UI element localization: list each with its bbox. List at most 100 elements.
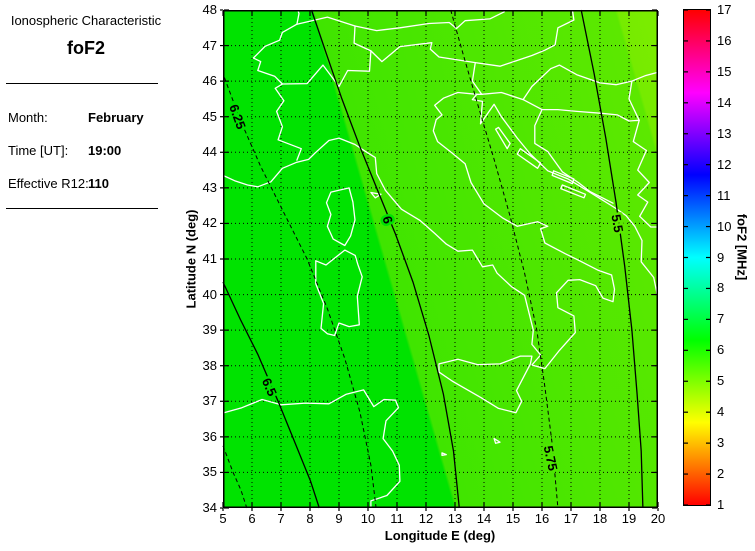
divider-top bbox=[6, 83, 158, 84]
contour-label-5.75: 5.75 bbox=[541, 444, 561, 472]
y-tick-label: 44 bbox=[202, 144, 217, 160]
time-label: Time [UT]: bbox=[8, 143, 69, 158]
x-tick-label: 11 bbox=[390, 511, 404, 526]
x-tick-label: 18 bbox=[592, 511, 608, 526]
coastline-croatian-island-brac bbox=[551, 170, 575, 185]
coastline-lampedusa bbox=[441, 452, 447, 457]
divider-bottom bbox=[6, 208, 158, 209]
contour-label-6.5: 6.5 bbox=[259, 376, 280, 399]
x-tick-label: 19 bbox=[621, 511, 637, 526]
coastline-corsica bbox=[325, 187, 356, 247]
contour-5.75 bbox=[450, 9, 559, 509]
y-tick-label: 40 bbox=[202, 286, 217, 302]
x-tick-label: 9 bbox=[335, 511, 343, 526]
field-time: Time [UT]: 19:00 bbox=[8, 143, 186, 159]
y-tick-label: 46 bbox=[202, 73, 217, 89]
colorbar-tick-label: 11 bbox=[717, 187, 731, 203]
x-tick-label: 17 bbox=[563, 511, 579, 526]
coastline-croatia-bosnia-sava-border bbox=[522, 98, 648, 152]
map-plot-area: 6.5 6.25 6 5.75 5.5 bbox=[220, 9, 659, 513]
field-month: Month: February bbox=[8, 110, 186, 126]
colorbar-tick-label: 12 bbox=[717, 156, 732, 172]
y-tick-label: 43 bbox=[202, 179, 217, 195]
x-axis-title: Longitude E (deg) bbox=[384, 528, 496, 543]
coastline-croatian-island-dugi bbox=[516, 148, 542, 169]
x-tick-label: 10 bbox=[360, 511, 376, 526]
info-panel: Ionospheric Characteristic foF2 Month: F… bbox=[0, 0, 190, 551]
y-tick-label: 47 bbox=[202, 37, 217, 53]
colorbar-tick-label: 14 bbox=[717, 94, 732, 110]
coastline-france-italy-border bbox=[274, 83, 302, 161]
coastline-elba bbox=[370, 191, 382, 199]
contour-label-5.5: 5.5 bbox=[608, 213, 626, 233]
y-tick-label: 41 bbox=[202, 251, 217, 266]
colorbar-tick-label: 4 bbox=[717, 404, 725, 420]
x-tick-label: 7 bbox=[277, 511, 285, 526]
y-tick-label: 35 bbox=[202, 464, 217, 480]
coastline-sicily bbox=[438, 355, 533, 414]
colorbar-tick-label: 17 bbox=[717, 2, 732, 17]
coastline-sardinia bbox=[315, 249, 363, 337]
colorbar-tick-label: 2 bbox=[717, 466, 725, 482]
month-value: February bbox=[88, 110, 144, 125]
coastline-croatian-island-cres bbox=[494, 126, 511, 150]
y-tick-label: 38 bbox=[202, 357, 217, 373]
coastline-croatian-island-korcula bbox=[560, 184, 587, 199]
colorbar bbox=[683, 9, 711, 506]
coastline-slovenia-croatia-hungary-border bbox=[481, 64, 659, 101]
x-tick-label: 15 bbox=[505, 511, 521, 526]
coastline-croatia-serbia-border bbox=[628, 80, 640, 121]
colorbar-tick-label: 8 bbox=[717, 280, 725, 296]
colorbar-title: foF2 [MHz] bbox=[734, 213, 750, 281]
coastline-switzerland-italy-border bbox=[281, 50, 372, 88]
contour-6 bbox=[310, 9, 460, 509]
coastline-albania-border bbox=[639, 215, 659, 228]
colorbar-tick-label: 16 bbox=[717, 32, 732, 48]
x-tick-label: 5 bbox=[219, 511, 227, 526]
axes-box bbox=[223, 10, 658, 508]
colorbar-tick-label: 3 bbox=[717, 435, 725, 451]
y-tick-label: 42 bbox=[202, 215, 217, 231]
x-tick-label: 16 bbox=[534, 511, 550, 526]
y-tick-label: 36 bbox=[202, 428, 217, 444]
y-tick-label: 34 bbox=[202, 500, 217, 515]
colorbar-ticks-svg bbox=[684, 10, 710, 505]
y-tick-label: 48 bbox=[202, 2, 217, 17]
coastline-austria-hungary-border bbox=[474, 9, 575, 67]
coastline-rhine-border bbox=[296, 9, 300, 25]
coastline-switzerland-north-border bbox=[252, 16, 372, 85]
x-tick-label: 14 bbox=[476, 511, 492, 526]
panel-title: Ionospheric Characteristic bbox=[10, 13, 162, 28]
coastline-malta bbox=[493, 437, 501, 444]
contour-label-6.25: 6.25 bbox=[226, 102, 249, 131]
colorbar-tick-label: 1 bbox=[717, 497, 725, 512]
contour-6.75 bbox=[222, 445, 248, 509]
colorbar-tick-label: 10 bbox=[717, 218, 732, 234]
colorbar-tick-label: 9 bbox=[717, 249, 725, 265]
colorbar-tick-label: 7 bbox=[717, 311, 725, 327]
coastline-germany-austria-border bbox=[354, 11, 505, 32]
contour-6.5 bbox=[222, 281, 320, 509]
x-tick-label: 12 bbox=[418, 511, 434, 526]
r12-label: Effective R12: bbox=[8, 176, 89, 191]
colorbar-tick-label: 15 bbox=[717, 63, 732, 79]
colorbar-tick-label: 6 bbox=[717, 342, 725, 358]
x-tick-label: 20 bbox=[650, 511, 666, 526]
month-label: Month: bbox=[8, 110, 48, 125]
field-r12: Effective R12: 110 bbox=[8, 176, 186, 192]
x-tick-label: 8 bbox=[306, 511, 314, 526]
colorbar-tick-label: 13 bbox=[717, 125, 732, 141]
time-value: 19:00 bbox=[88, 143, 122, 158]
x-tick-label: 13 bbox=[447, 511, 463, 526]
colorbar-tick-label: 5 bbox=[717, 373, 725, 389]
y-tick-label: 37 bbox=[202, 393, 217, 409]
contour-5.5 bbox=[580, 9, 644, 509]
x-tick-label: 6 bbox=[248, 511, 256, 526]
y-tick-label: 45 bbox=[202, 108, 217, 124]
y-tick-label: 39 bbox=[202, 322, 217, 338]
coastline-bosnia-montenegro-border bbox=[637, 149, 650, 217]
coastline-italy-adriatic-coast bbox=[222, 91, 659, 370]
coastline-austria-italy-slovenia-border bbox=[370, 42, 483, 95]
